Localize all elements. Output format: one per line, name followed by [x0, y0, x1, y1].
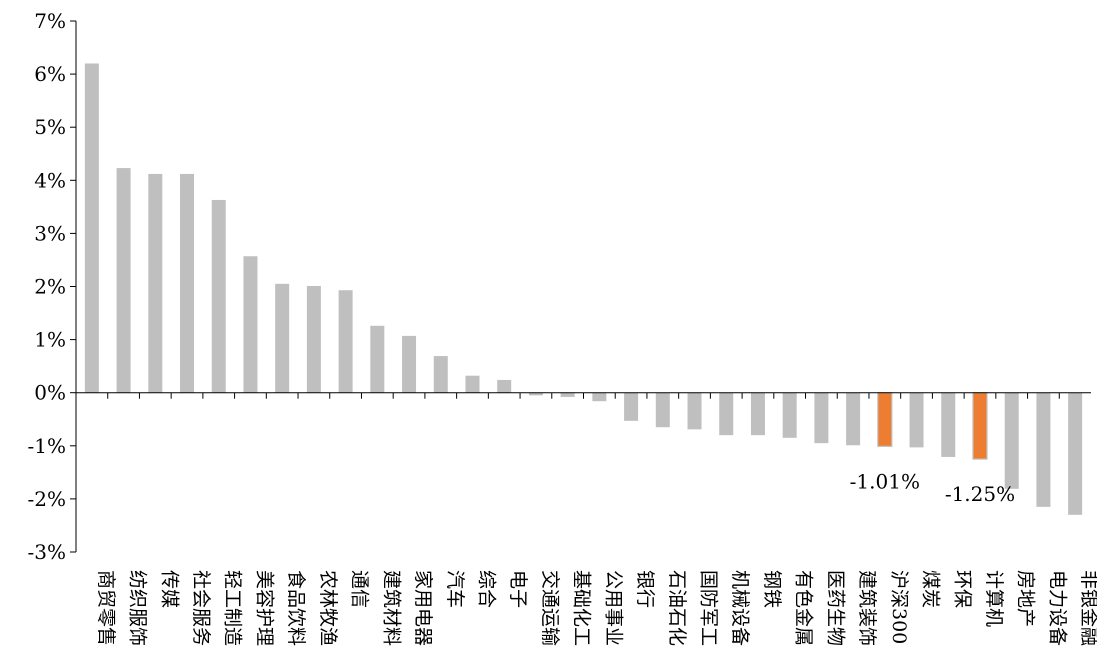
y-tick-label: -3%: [28, 540, 67, 564]
bar-综合: [465, 376, 479, 393]
bar-建筑材料: [370, 326, 384, 393]
x-tick-label: 家用电器: [412, 570, 434, 646]
y-tick-label: 0%: [34, 381, 66, 405]
x-tick-label: 商贸零售: [95, 570, 117, 646]
x-tick-label: 公用事业: [602, 570, 624, 646]
x-tick-label: 电子: [507, 570, 529, 608]
bar-国防军工: [688, 393, 702, 430]
x-tick-label: 交通运输: [539, 570, 561, 646]
bar-机械设备: [719, 393, 733, 435]
x-tick-label: 建筑材料: [380, 570, 402, 646]
y-tick-label: 4%: [34, 168, 66, 192]
bar-食品饮料: [275, 284, 289, 393]
bar-银行: [624, 393, 638, 421]
y-tick-label: 5%: [34, 115, 66, 139]
x-tick-label: 钢铁: [761, 570, 783, 608]
bar-基础化工: [561, 393, 575, 397]
bar-沪深300: [878, 393, 892, 447]
x-tick-label: 非银金融: [1078, 570, 1097, 646]
bar-计算机: [973, 393, 987, 459]
bar-电子: [497, 380, 511, 393]
data-label: -1.01%: [850, 469, 920, 493]
x-tick-label: 有色金属: [793, 570, 815, 646]
bar-钢铁: [751, 393, 765, 435]
x-tick-label: 医药生物: [824, 570, 846, 646]
bar-轻工制造: [212, 200, 226, 393]
x-tick-label: 国防军工: [698, 570, 720, 646]
x-tick-label: 农林牧渔: [317, 570, 339, 646]
x-tick-label: 煤炭: [920, 570, 942, 608]
x-tick-label: 银行: [634, 570, 656, 608]
y-tick-label: 1%: [34, 328, 66, 352]
bar-有色金属: [783, 393, 797, 438]
bar-建筑装饰: [846, 393, 860, 446]
bar-环保: [941, 393, 955, 457]
x-tick-label: 美容护理: [253, 570, 275, 646]
bar-电力设备: [1036, 393, 1050, 507]
bar-非银金融: [1068, 393, 1082, 515]
x-tick-label: 电力设备: [1046, 570, 1068, 646]
bars-layer: [85, 63, 1082, 514]
bar-煤炭: [910, 393, 924, 448]
bar-社会服务: [180, 174, 194, 393]
bar-家用电器: [402, 336, 416, 393]
y-tick-label: -2%: [28, 487, 67, 511]
bar-农林牧渔: [307, 286, 321, 393]
x-tick-label: 汽车: [444, 570, 466, 608]
bar-汽车: [434, 356, 448, 393]
x-tick-label: 机械设备: [729, 570, 751, 646]
bar-纺织服饰: [117, 168, 131, 393]
x-tick-label: 计算机: [983, 570, 1005, 627]
x-tick-label: 传媒: [158, 570, 180, 608]
bar-石油石化: [656, 393, 670, 428]
x-tick-label: 基础化工: [571, 570, 593, 646]
x-tick-label: 综合: [475, 570, 497, 608]
x-tick-label: 纺织服饰: [127, 570, 149, 646]
x-tick-label: 环保: [951, 570, 973, 608]
x-tick-label: 石油石化: [666, 570, 688, 646]
bar-医药生物: [814, 393, 828, 443]
y-tick-label: 6%: [34, 62, 66, 86]
x-tick-label: 房地产: [1015, 570, 1037, 627]
bar-通信: [339, 290, 353, 392]
x-tick-label: 通信: [349, 570, 371, 608]
bar-公用事业: [592, 393, 606, 402]
x-tick-label: 轻工制造: [222, 570, 244, 646]
bar-商贸零售: [85, 63, 99, 392]
bar-美容护理: [243, 256, 257, 392]
x-tick-label: 社会服务: [190, 570, 212, 646]
x-tick-label: 沪深300: [888, 570, 910, 644]
y-tick-label: -1%: [28, 434, 67, 458]
bar-传媒: [148, 174, 162, 393]
bar-房地产: [1005, 393, 1019, 489]
x-tick-label: 食品饮料: [285, 570, 307, 646]
y-tick-label: 7%: [34, 9, 66, 33]
data-label: -1.25%: [945, 482, 1015, 506]
y-tick-label: 3%: [34, 221, 66, 245]
y-tick-label: 2%: [34, 275, 66, 299]
x-tick-label: 建筑装饰: [856, 570, 878, 646]
